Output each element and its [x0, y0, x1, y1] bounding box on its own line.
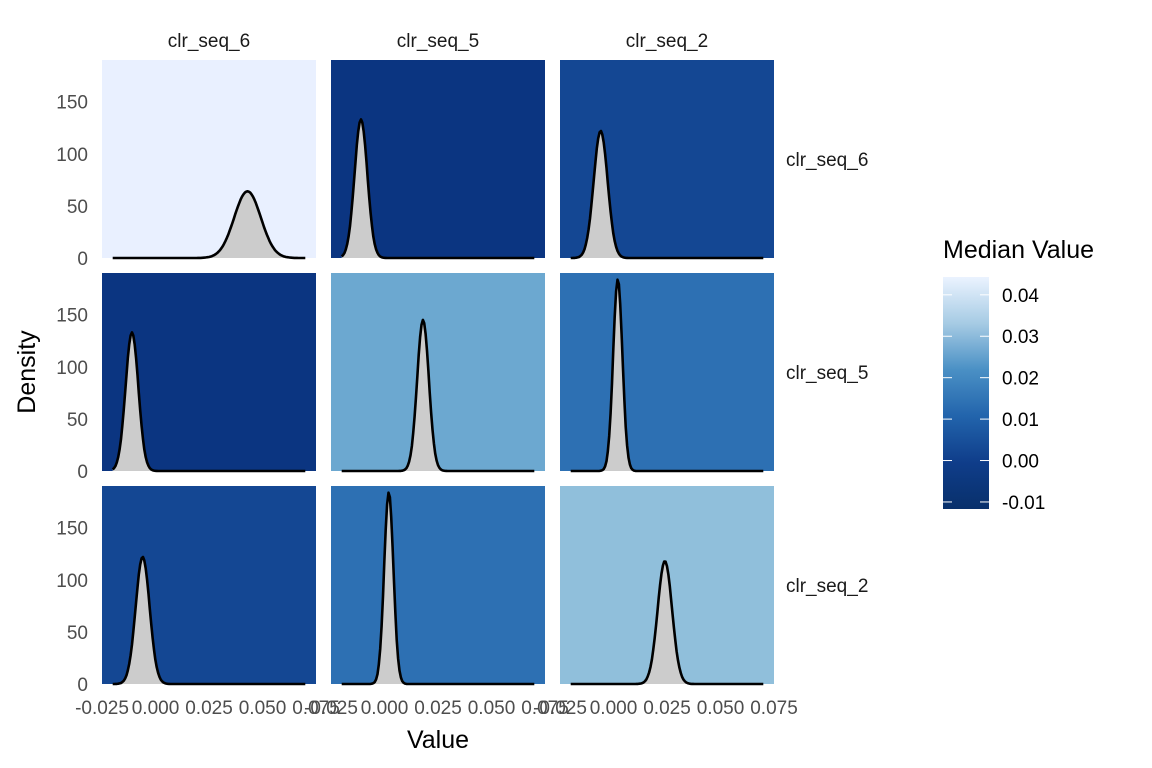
x-tick-label: 0.050	[239, 698, 287, 719]
x-tick-label: 0.075	[521, 698, 569, 719]
density-line	[570, 129, 764, 260]
panel-background	[331, 486, 545, 684]
y-tick-label: 100	[56, 358, 88, 379]
x-tick-label: 0.050	[697, 698, 745, 719]
y-tick-label: 50	[67, 410, 88, 431]
legend-colorbar	[943, 277, 989, 509]
density-area	[112, 332, 306, 471]
y-tick-label: 0	[77, 675, 88, 696]
legend-tick-label: 0.01	[1002, 410, 1039, 431]
y-tick-label: 100	[56, 145, 88, 166]
legend-title: Median Value	[943, 236, 1094, 264]
x-tick-label: 0.025	[185, 698, 233, 719]
x-tick-label: 0.000	[361, 698, 409, 719]
row-strip-label: clr_seq_2	[786, 576, 868, 597]
facet-panel	[331, 273, 545, 473]
column-strip-label: clr_seq_2	[626, 31, 708, 52]
facet-panel	[102, 273, 316, 473]
legend-tick-label: 0.02	[1002, 369, 1039, 390]
x-axis-title: Value	[407, 726, 469, 754]
panel-background	[331, 273, 545, 471]
facet-panel	[102, 60, 316, 260]
density-line	[112, 555, 306, 686]
legend-tick-label: 0.00	[1002, 452, 1039, 473]
x-tick-label: 0.025	[414, 698, 462, 719]
y-axis-title: Density	[13, 330, 41, 414]
density-area	[341, 119, 535, 259]
y-tick-label: 50	[67, 197, 88, 218]
density-line	[570, 560, 764, 686]
facet-panel	[102, 486, 316, 686]
x-tick-label: 0.000	[590, 698, 638, 719]
density-line	[341, 491, 535, 686]
legend-tick-label: -0.01	[1002, 493, 1045, 514]
y-tick-label: 0	[77, 249, 88, 270]
density-area	[112, 557, 306, 684]
column-strip-label: clr_seq_6	[168, 31, 250, 52]
x-tick-label: 0.050	[468, 698, 516, 719]
y-tick-label: 0	[77, 462, 88, 483]
density-line	[111, 331, 306, 473]
legend-tick-label: 0.04	[1002, 286, 1039, 307]
x-tick-label: 0.075	[292, 698, 340, 719]
facet-panel	[560, 273, 774, 473]
facet-strip-labels: clr_seq_6 clr_seq_5 clr_seq_2 clr_seq_6 clr_…	[168, 31, 869, 597]
x-tick-label: -0.025	[533, 698, 587, 719]
density-area	[570, 561, 764, 684]
panel-background	[102, 60, 316, 258]
y-tick-label: 100	[56, 571, 88, 592]
density-line	[570, 278, 764, 473]
column-strip-label: clr_seq_5	[397, 31, 479, 52]
facet-panel	[331, 486, 545, 686]
facet-panel	[331, 60, 545, 260]
row-strip-label: clr_seq_5	[786, 363, 868, 384]
facet-panel	[560, 60, 774, 260]
legend-tick-label: 0.03	[1002, 327, 1039, 348]
y-tick-label: 50	[67, 623, 88, 644]
facet-panel	[560, 486, 774, 686]
color-legend: Median Value 0.04 0.03 0.02 0.01 0.00 -0.01	[943, 236, 1094, 514]
y-tick-label: 150	[56, 93, 88, 114]
row-strip-label: clr_seq_6	[786, 150, 868, 171]
density-line	[341, 318, 535, 473]
x-tick-label: 0.000	[132, 698, 180, 719]
y-tick-label: 150	[56, 306, 88, 327]
density-area	[570, 279, 764, 471]
density-area	[570, 131, 764, 258]
facet-panels	[102, 60, 774, 686]
panel-background	[560, 273, 774, 471]
x-tick-label: 0.075	[750, 698, 798, 719]
x-tick-label: 0.025	[643, 698, 691, 719]
y-tick-label: 150	[56, 519, 88, 540]
x-tick-label: -0.025	[75, 698, 129, 719]
density-area	[341, 492, 535, 684]
density-line	[112, 190, 306, 260]
x-tick-label: -0.025	[304, 698, 358, 719]
density-line	[340, 118, 535, 260]
